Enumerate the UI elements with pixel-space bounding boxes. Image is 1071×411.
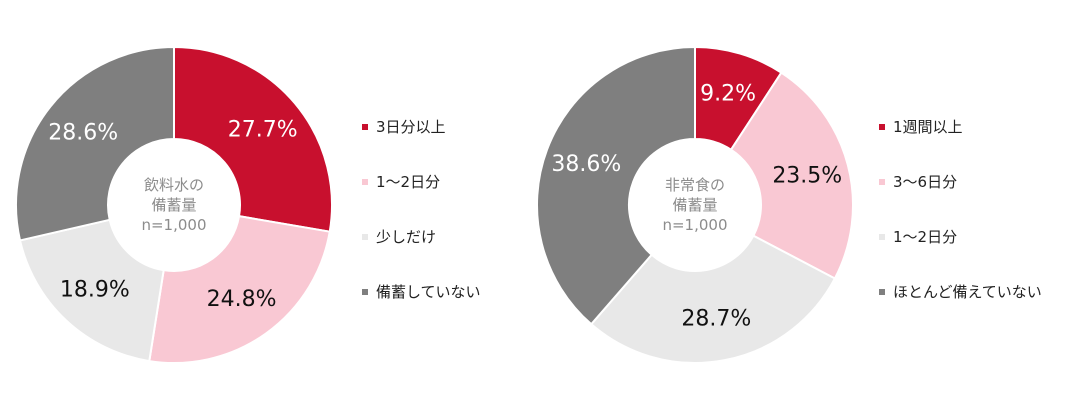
- slice-value-label-0-3: 28.6%: [48, 120, 118, 145]
- donut-slice-0-1: [148, 214, 331, 364]
- center-label-line-1-1: 備蓄量: [672, 196, 717, 214]
- slice-value-label-1-1: 23.5%: [772, 163, 842, 188]
- legend-swatch: [879, 288, 885, 295]
- legend-label: 3日分以上: [376, 118, 446, 136]
- legend-swatch: [879, 233, 885, 240]
- donut-slice-0-3: [15, 45, 175, 242]
- slice-value-label-1-2: 28.7%: [681, 307, 751, 332]
- donut-slice-1-2: [589, 234, 837, 364]
- legend-label: 備蓄していない: [376, 283, 481, 301]
- center-label-line-0-2: n=1,000: [141, 216, 206, 234]
- legend-swatch: [879, 178, 885, 185]
- donut-slice-0-0: [173, 45, 333, 233]
- legend-label: 3～6日分: [893, 173, 958, 191]
- legend-item-0-3: 備蓄していない: [362, 281, 481, 302]
- center-label-line-1-0: 非常食の: [665, 176, 725, 194]
- center-label-line-1-2: n=1,000: [662, 216, 727, 234]
- legend-item-1-3: ほとんど備えていない: [879, 281, 1042, 302]
- slice-value-label-0-1: 24.8%: [207, 287, 277, 312]
- slice-value-label-0-0: 27.7%: [228, 118, 298, 143]
- legend-item-0-0: 3日分以上: [362, 116, 446, 137]
- donut-slice-1-3: [536, 45, 696, 326]
- legend-item-1-0: 1週間以上: [879, 116, 963, 137]
- slice-value-label-0-2: 18.9%: [60, 277, 130, 302]
- donut-hole-1: [630, 140, 760, 270]
- legend-item-0-1: 1～2日分: [362, 171, 440, 192]
- legend-swatch: [362, 123, 368, 130]
- legend-swatch: [879, 123, 885, 130]
- legend-label: 1週間以上: [893, 118, 963, 136]
- legend-label: ほとんど備えていない: [893, 283, 1042, 301]
- slice-value-label-1-3: 38.6%: [551, 152, 621, 177]
- legend-swatch: [362, 233, 368, 240]
- donut-hole-0: [109, 140, 239, 270]
- legend-label: 1～2日分: [376, 173, 441, 191]
- center-label-line-0-0: 飲料水の: [144, 176, 204, 194]
- slice-value-label-1-0: 9.2%: [700, 81, 756, 106]
- donut-slice-0-2: [18, 218, 165, 363]
- legend-label: 少しだけ: [376, 228, 437, 246]
- legend-item-0-2: 少しだけ: [362, 226, 436, 247]
- donut-slice-1-1: [729, 71, 854, 280]
- center-label-line-0-1: 備蓄量: [151, 196, 196, 214]
- legend-label: 1～2日分: [893, 228, 958, 246]
- legend-item-1-1: 3～6日分: [879, 171, 957, 192]
- legend-item-1-2: 1～2日分: [879, 226, 957, 247]
- legend-swatch: [362, 178, 368, 185]
- legend-swatch: [362, 288, 368, 295]
